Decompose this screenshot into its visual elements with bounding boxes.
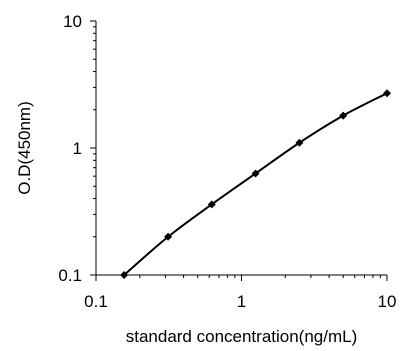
x-tick-label: 1: [237, 292, 246, 311]
data-point: [383, 89, 391, 98]
data-point: [164, 232, 173, 241]
series: [120, 89, 391, 279]
data-point: [207, 200, 216, 209]
y-tick-label: 10: [63, 12, 82, 31]
x-tick-label: 10: [378, 292, 397, 311]
y-axis-title: O.D(450nm): [15, 101, 34, 195]
y-tick-label: 0.1: [58, 266, 82, 285]
series-line: [123, 92, 388, 276]
y-tick-label: 1: [73, 139, 82, 158]
data-point: [120, 271, 129, 279]
data-point: [339, 111, 348, 120]
data-point: [295, 138, 304, 147]
axes: [95, 21, 387, 276]
x-tick-label: 0.1: [84, 292, 108, 311]
data-point: [251, 169, 260, 178]
ticks: 0.1 1 10 0.1 1 10: [58, 12, 396, 311]
x-axis-title: standard concentration(ng/mL): [126, 327, 358, 346]
